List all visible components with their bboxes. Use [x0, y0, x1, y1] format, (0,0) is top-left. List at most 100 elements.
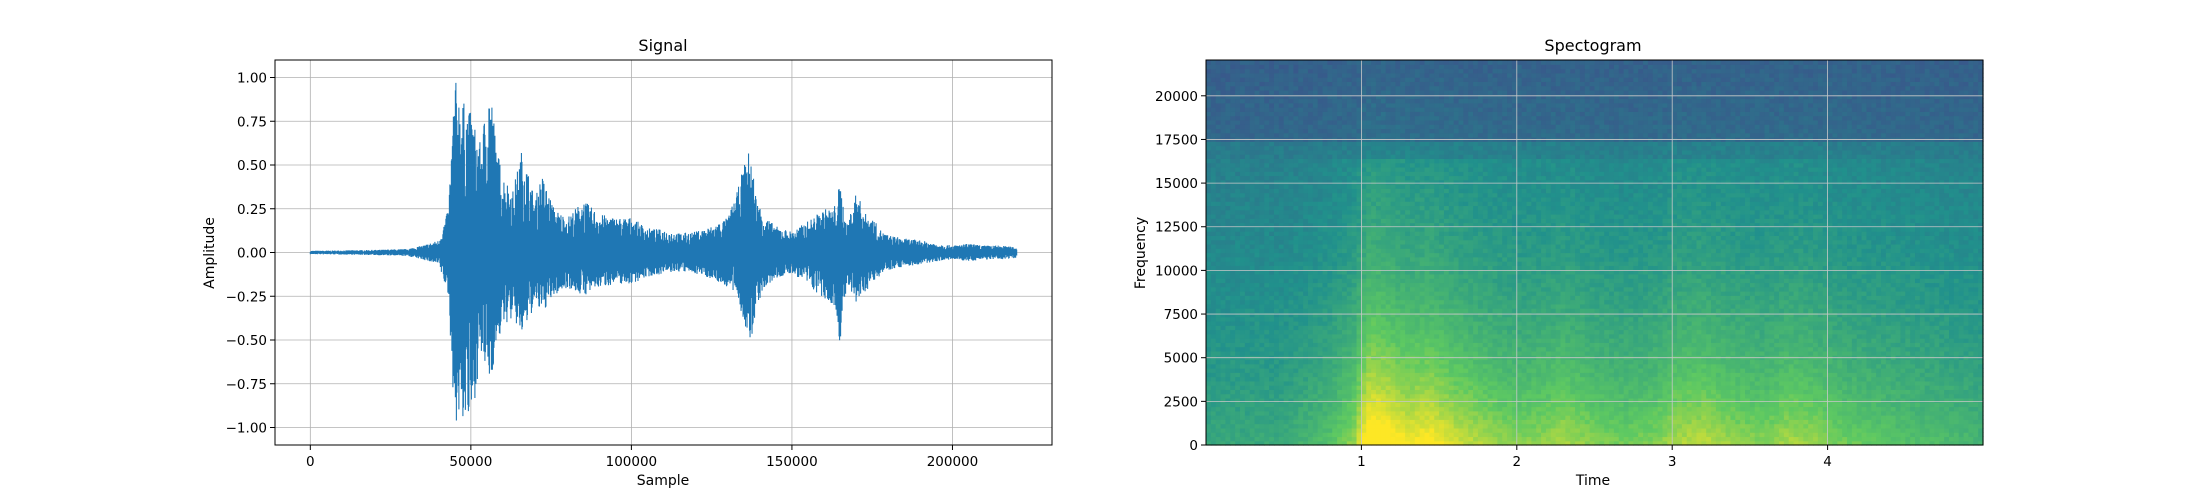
spectrogram-cell [1405, 350, 1411, 356]
spectrogram-cell [1303, 102, 1309, 108]
spectrogram-cell [1375, 179, 1382, 185]
spectrogram-cell [1375, 402, 1382, 408]
spectrogram-cell [1356, 256, 1362, 262]
spectrogram-cell [1443, 248, 1450, 254]
spectrogram-cell [1443, 149, 1450, 155]
spectrogram-cell [1322, 303, 1329, 309]
spectrogram-cell [1312, 385, 1319, 390]
spectrogram-cell [1424, 252, 1430, 258]
spectrogram-cell [1283, 214, 1290, 219]
spectrogram-cell [1269, 333, 1275, 339]
spectrogram-cell [1303, 363, 1309, 369]
spectrogram-cell [1385, 149, 1392, 155]
spectrogram-cell [1225, 376, 1231, 382]
spectrogram-cell [1215, 402, 1222, 408]
spectrogram-cell [1288, 175, 1295, 181]
spectrogram-cell [1429, 299, 1435, 305]
spectrogram-cell [1254, 226, 1261, 232]
spectrogram-cell [1259, 427, 1265, 433]
spectrogram-cell [1463, 265, 1469, 271]
spectrogram-cell [1264, 201, 1270, 207]
spectrogram-cell [1341, 98, 1348, 104]
spectrogram-cell [1414, 72, 1421, 78]
spectrogram-cell [1468, 320, 1474, 326]
spectrogram-cell [1249, 410, 1256, 416]
spectrogram-cell [1288, 368, 1295, 373]
spectrogram-cell [1424, 295, 1430, 301]
spectrogram-cell [1371, 154, 1377, 159]
spectrogram-cell [1249, 346, 1256, 352]
spectrogram-cell [1424, 415, 1430, 420]
spectrogram-cell [1210, 243, 1217, 249]
spectrogram-cell [1249, 171, 1256, 177]
spectrogram-cell [1249, 303, 1256, 309]
spectrogram-cell [1249, 192, 1256, 198]
spectrogram-cell [1351, 363, 1358, 369]
spectrogram-cell [1303, 286, 1309, 292]
spectrogram-cell [1453, 149, 1460, 155]
spectrogram-cell [1298, 346, 1304, 352]
spectrogram-cell [1458, 85, 1464, 91]
spectrogram-cell [1458, 115, 1464, 121]
spectrogram-cell [1312, 320, 1319, 326]
spectrogram-cell [1249, 128, 1256, 134]
spectrogram-cell [1332, 372, 1338, 378]
spectrogram-cell [1225, 243, 1231, 249]
spectrogram-cell [1317, 175, 1324, 181]
spectrogram-cell [1307, 342, 1314, 348]
spectrogram-cell [1307, 239, 1314, 245]
spectrogram-cell [1312, 231, 1319, 236]
spectrogram-cell [1210, 427, 1217, 433]
spectrogram-cell [1249, 218, 1256, 224]
spectrogram-cell [1278, 218, 1285, 224]
spectrogram-cell [1254, 243, 1261, 249]
spectrogram-cell [1259, 350, 1265, 356]
spectrogram-cell [1380, 256, 1387, 262]
spectrogram-cell [1254, 338, 1261, 343]
spectrogram-cell [1269, 346, 1275, 352]
spectrogram-cell [1419, 291, 1426, 296]
spectrogram-cell [1395, 342, 1401, 348]
spectrogram-cell [1259, 303, 1265, 309]
spectrogram-cell [1235, 145, 1241, 151]
spectrogram-cell [1273, 440, 1280, 446]
spectrogram-cell [1385, 98, 1392, 104]
spectrogram-cell [1395, 380, 1401, 386]
spectrogram-cell [1235, 89, 1241, 95]
spectrogram-cell [1215, 320, 1222, 326]
spectrogram-cell [1468, 196, 1474, 202]
spectrogram-cell [1278, 295, 1285, 301]
spectrogram-cell [1390, 393, 1396, 399]
spectrogram-cell [1244, 256, 1251, 262]
spectrogram-cell [1332, 60, 1338, 65]
spectrogram-cell [1278, 107, 1285, 112]
spectrogram-cell [1356, 295, 1362, 301]
spectrogram-cell [1400, 406, 1406, 412]
spectrogram-cell [1341, 410, 1348, 416]
spectrogram-cell [1463, 119, 1469, 125]
spectrogram-cell [1283, 184, 1290, 189]
spectrogram-cell [1293, 346, 1299, 352]
spectrogram-cell [1259, 273, 1265, 279]
spectrogram-cell [1230, 333, 1236, 339]
spectrogram-cell [1463, 286, 1469, 292]
spectrogram-cell [1356, 128, 1362, 134]
spectrogram-cell [1341, 338, 1348, 343]
spectrogram-cell [1419, 440, 1426, 446]
spectrogram-cell [1453, 68, 1460, 74]
spectrogram-cell [1269, 432, 1275, 438]
spectrogram-cell [1264, 389, 1270, 395]
spectrogram-cell [1235, 415, 1241, 420]
spectrogram-cell [1375, 235, 1382, 241]
spectrogram-cell [1322, 166, 1329, 172]
spectrogram-cell [1317, 226, 1324, 232]
spectrogram-cell [1259, 128, 1265, 134]
spectrogram-cell [1327, 98, 1333, 104]
spectrogram-cell [1273, 359, 1280, 365]
spectrogram-cell [1303, 64, 1309, 70]
spectrogram-cell [1385, 145, 1392, 151]
spectrogram-cell [1419, 102, 1426, 108]
spectrogram-cell [1206, 320, 1212, 326]
spectrogram-cell [1327, 278, 1333, 284]
spectrogram-cell [1239, 179, 1246, 185]
